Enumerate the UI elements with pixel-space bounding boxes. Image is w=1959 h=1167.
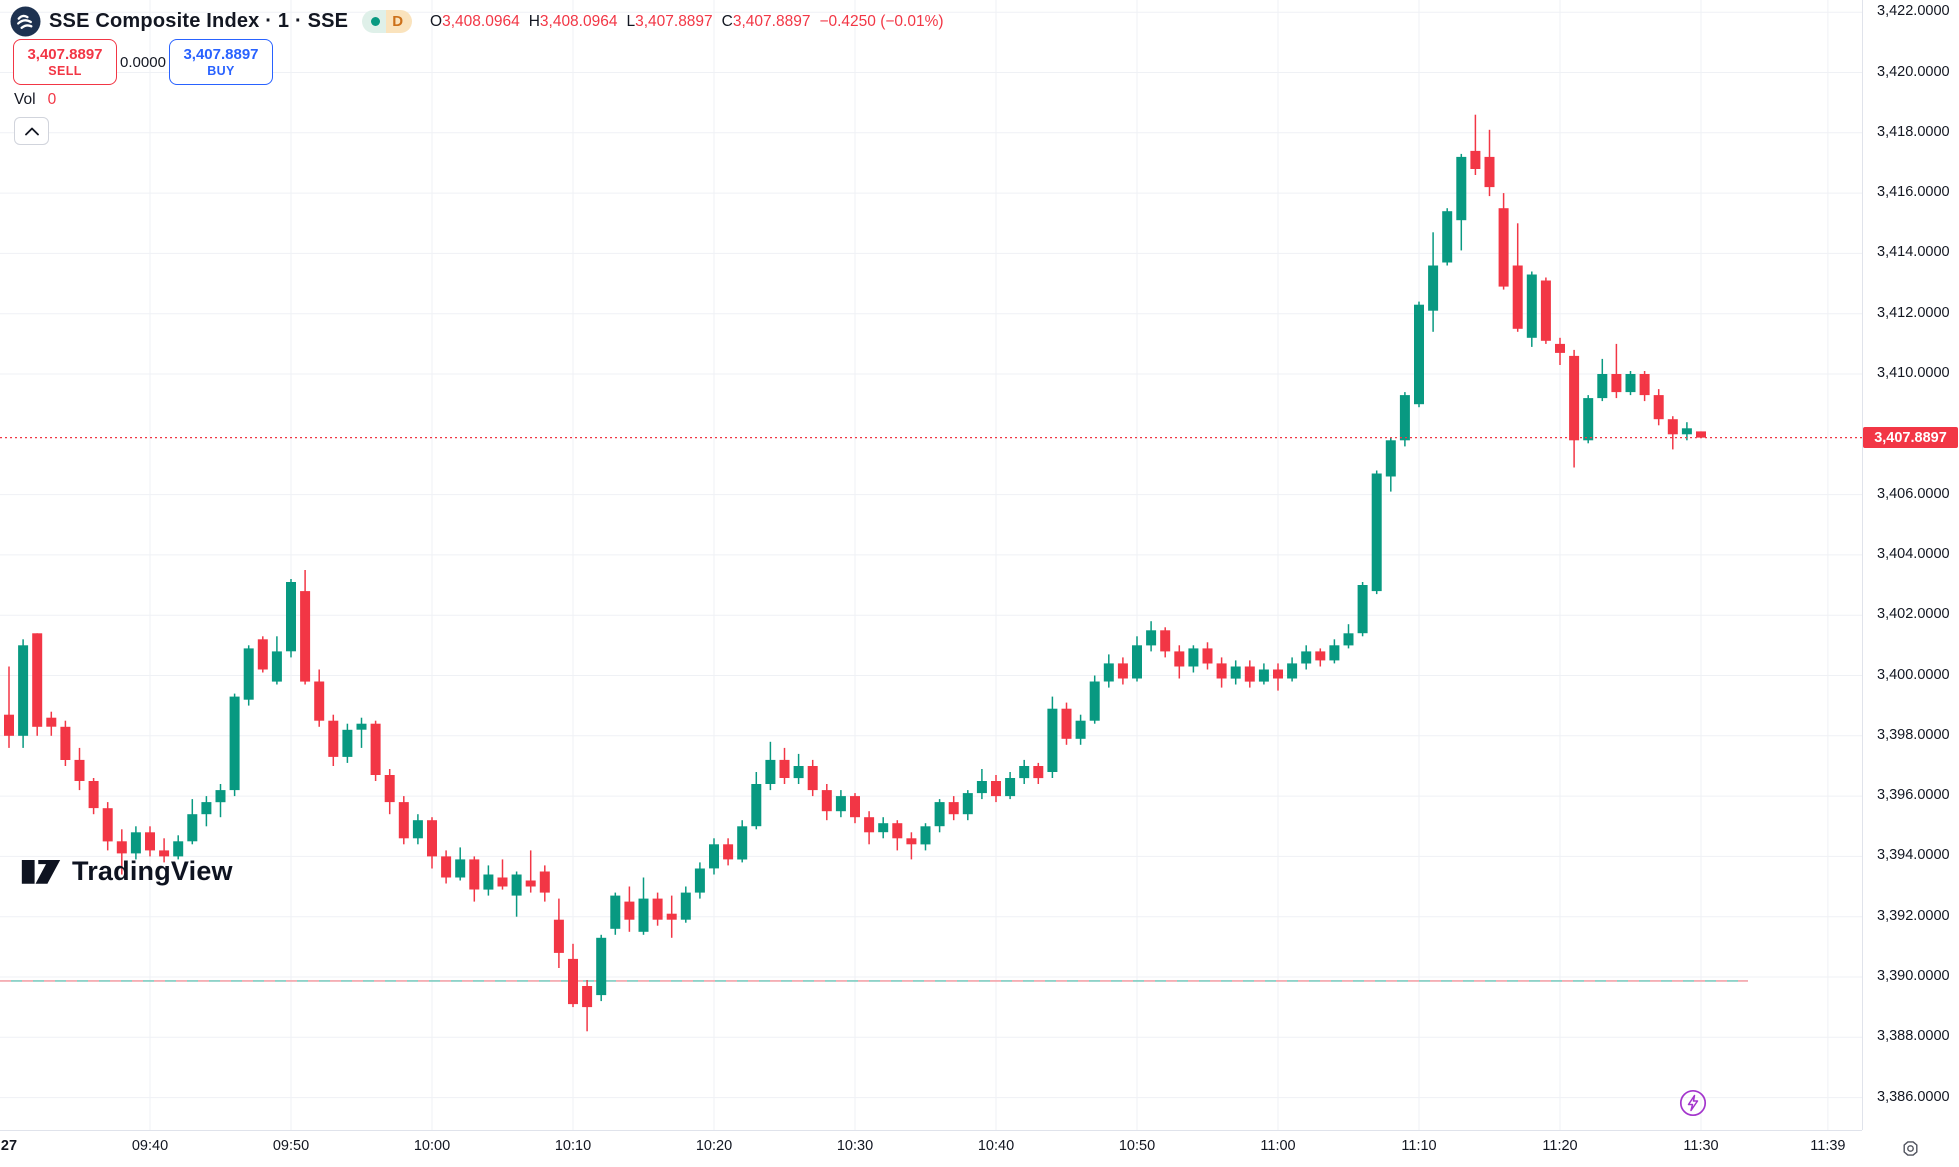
sell-button[interactable]: 3,407.8897 SELL <box>13 39 117 85</box>
interval-badge-letter: D <box>386 10 413 33</box>
time-tick-label: 27 <box>0 1138 18 1154</box>
time-tick-label: 11:39 <box>1810 1138 1846 1154</box>
ohlc-values-row: O3,408.0964 H3,408.0964 L3,407.8897 C3,4… <box>430 13 944 31</box>
price-tick-label: 3,400.0000 <box>1877 666 1950 683</box>
time-tick-label: 09:50 <box>272 1138 310 1154</box>
price-tick-label: 3,422.0000 <box>1877 3 1950 20</box>
tradingview-logo-icon <box>21 860 61 884</box>
time-tick-label: 10:20 <box>695 1138 733 1154</box>
price-axis[interactable]: 3,422.0000 3,420.0000 3,418.0000 3,416.0000… <box>1862 0 1959 1130</box>
sell-label: SELL <box>48 63 82 78</box>
spread-value: 0.0000 <box>120 53 166 71</box>
price-tick-label: 3,392.0000 <box>1877 907 1950 924</box>
time-tick-label: 11:10 <box>1401 1138 1437 1154</box>
price-tick-label: 3,404.0000 <box>1877 545 1950 562</box>
time-tick-label: 11:30 <box>1683 1138 1719 1154</box>
buy-button[interactable]: 3,407.8897 BUY <box>169 39 273 85</box>
low-value: L3,407.8897 <box>626 12 713 30</box>
grid-layer <box>0 0 1862 1130</box>
price-tick-label: 3,414.0000 <box>1877 244 1950 261</box>
tradingview-watermark-text: TradingView <box>72 855 233 886</box>
provider-logo-icon[interactable] <box>10 6 41 37</box>
candles-layer <box>4 114 1706 1032</box>
price-tick-label: 3,418.0000 <box>1877 123 1950 140</box>
sell-price: 3,407.8897 <box>27 45 103 63</box>
current-price-tag: 3,407.8897 <box>1863 427 1958 449</box>
time-tick-label: 10:00 <box>413 1138 451 1154</box>
price-tick-label: 3,406.0000 <box>1877 485 1950 502</box>
price-tick-label: 3,388.0000 <box>1877 1028 1950 1045</box>
boost-lightning-icon[interactable] <box>1679 1089 1707 1122</box>
price-tick-label: 3,416.0000 <box>1877 184 1950 201</box>
buy-price: 3,407.8897 <box>183 45 259 63</box>
high-value: H3,408.0964 <box>528 12 618 30</box>
price-tick-label: 3,402.0000 <box>1877 606 1950 623</box>
price-tick-label: 3,420.0000 <box>1877 63 1950 80</box>
market-status-segment <box>362 10 387 33</box>
axis-corner <box>1862 1130 1959 1167</box>
time-tick-label: 10:10 <box>554 1138 592 1154</box>
time-tick-label: 11:00 <box>1260 1138 1296 1154</box>
price-tick-label: 3,412.0000 <box>1877 304 1950 321</box>
time-axis[interactable]: 27 09:40 09:50 10:00 10:10 10:20 10:30 10:40 10:… <box>0 1130 1959 1167</box>
price-tick-label: 3,386.0000 <box>1877 1088 1950 1105</box>
volume-value: 0 <box>47 91 57 108</box>
time-tick-label: 10:40 <box>977 1138 1015 1154</box>
trade-panel: 3,407.8897 SELL 0.0000 3,407.8897 BUY <box>13 39 273 85</box>
chart-legend: SSE Composite Index · 1 · SSE D O3,408.0… <box>10 6 944 37</box>
time-tick-label: 10:50 <box>1118 1138 1156 1154</box>
symbol-title[interactable]: SSE Composite Index · 1 · SSE <box>49 10 349 32</box>
change-value: −0.4250 (−0.01%) <box>819 12 944 30</box>
price-tick-label: 3,390.0000 <box>1877 968 1950 984</box>
market-status-dot-icon <box>371 17 381 26</box>
tradingview-watermark[interactable]: TradingView <box>20 852 233 890</box>
volume-label: Vol <box>14 91 36 108</box>
time-tick-label: 10:30 <box>836 1138 874 1154</box>
price-tick-label: 3,398.0000 <box>1877 726 1950 743</box>
close-value: C3,407.8897 <box>721 12 811 30</box>
price-tick-label: 3,394.0000 <box>1877 847 1950 864</box>
price-tick-label: 3,410.0000 <box>1877 365 1950 381</box>
market-status-interval-badge[interactable]: D <box>362 10 413 33</box>
axis-settings-gear-icon[interactable] <box>1900 1138 1921 1159</box>
open-value: O3,408.0964 <box>430 12 520 30</box>
buy-label: BUY <box>207 63 235 78</box>
price-tick-label: 3,396.0000 <box>1877 787 1950 804</box>
volume-row: Vol 0 <box>14 91 56 109</box>
time-tick-label: 09:40 <box>131 1138 169 1154</box>
collapse-panel-button[interactable] <box>14 117 49 145</box>
chevron-up-icon <box>24 127 39 135</box>
time-tick-label: 11:20 <box>1542 1138 1578 1154</box>
